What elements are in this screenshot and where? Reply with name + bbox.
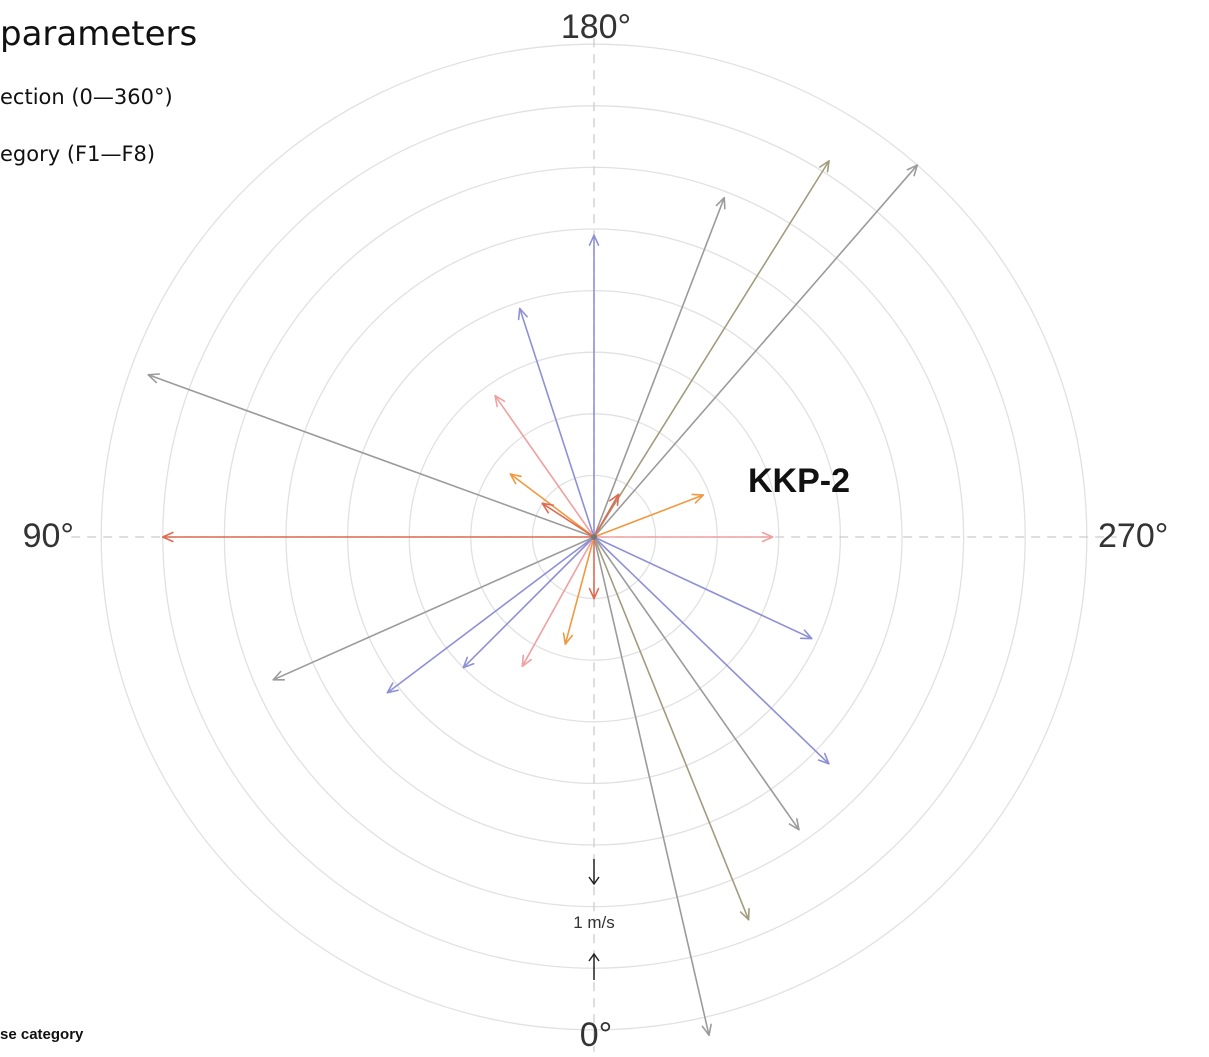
vector-arrow-18 <box>588 536 600 600</box>
scale-arrow-up <box>588 952 600 980</box>
vector-arrow-19 <box>562 536 595 645</box>
header-line-direction: ection (0—360°) <box>0 85 173 109</box>
vector-arrow-2 <box>593 160 830 538</box>
vector-arrow-8 <box>162 531 595 543</box>
vector-arrow-1 <box>593 196 726 538</box>
vector-arrow-3 <box>593 164 919 538</box>
vector-arrow-17 <box>593 536 712 1036</box>
vector-arrow-22 <box>386 536 595 694</box>
vector-arrow-20 <box>521 536 595 668</box>
header-line-category: egory (F1—F8) <box>0 142 156 166</box>
vector-arrow-15 <box>593 536 800 831</box>
vector-arrow-9 <box>541 502 595 538</box>
header-title: parameters <box>0 14 198 54</box>
direction-label-90: 90° <box>23 517 74 555</box>
vector-arrow-12 <box>593 531 774 543</box>
vector-arrow-5 <box>494 394 595 538</box>
vector-arrow-7 <box>147 373 595 538</box>
vector-arrow-10 <box>593 493 620 538</box>
scale-arrow-down <box>588 859 600 886</box>
vector-arrow-11 <box>593 493 705 538</box>
vector-arrow-14 <box>593 536 830 765</box>
direction-label-270: 270° <box>1098 517 1168 555</box>
vector-arrow-0 <box>588 234 600 538</box>
scale-label: 1 m/s <box>573 913 615 932</box>
center-point <box>591 534 597 540</box>
direction-label-0: 0° <box>580 1016 613 1054</box>
footer-category-label: se category <box>0 1026 84 1043</box>
vector-arrow-16 <box>593 536 750 921</box>
vector-arrow-4 <box>517 307 595 538</box>
vector-arrow-13 <box>593 536 813 640</box>
direction-label-180: 180° <box>561 8 631 46</box>
station-label: KKP-2 <box>748 462 850 500</box>
vector-arrow-23 <box>272 536 595 681</box>
vector-arrow-21 <box>462 536 595 669</box>
